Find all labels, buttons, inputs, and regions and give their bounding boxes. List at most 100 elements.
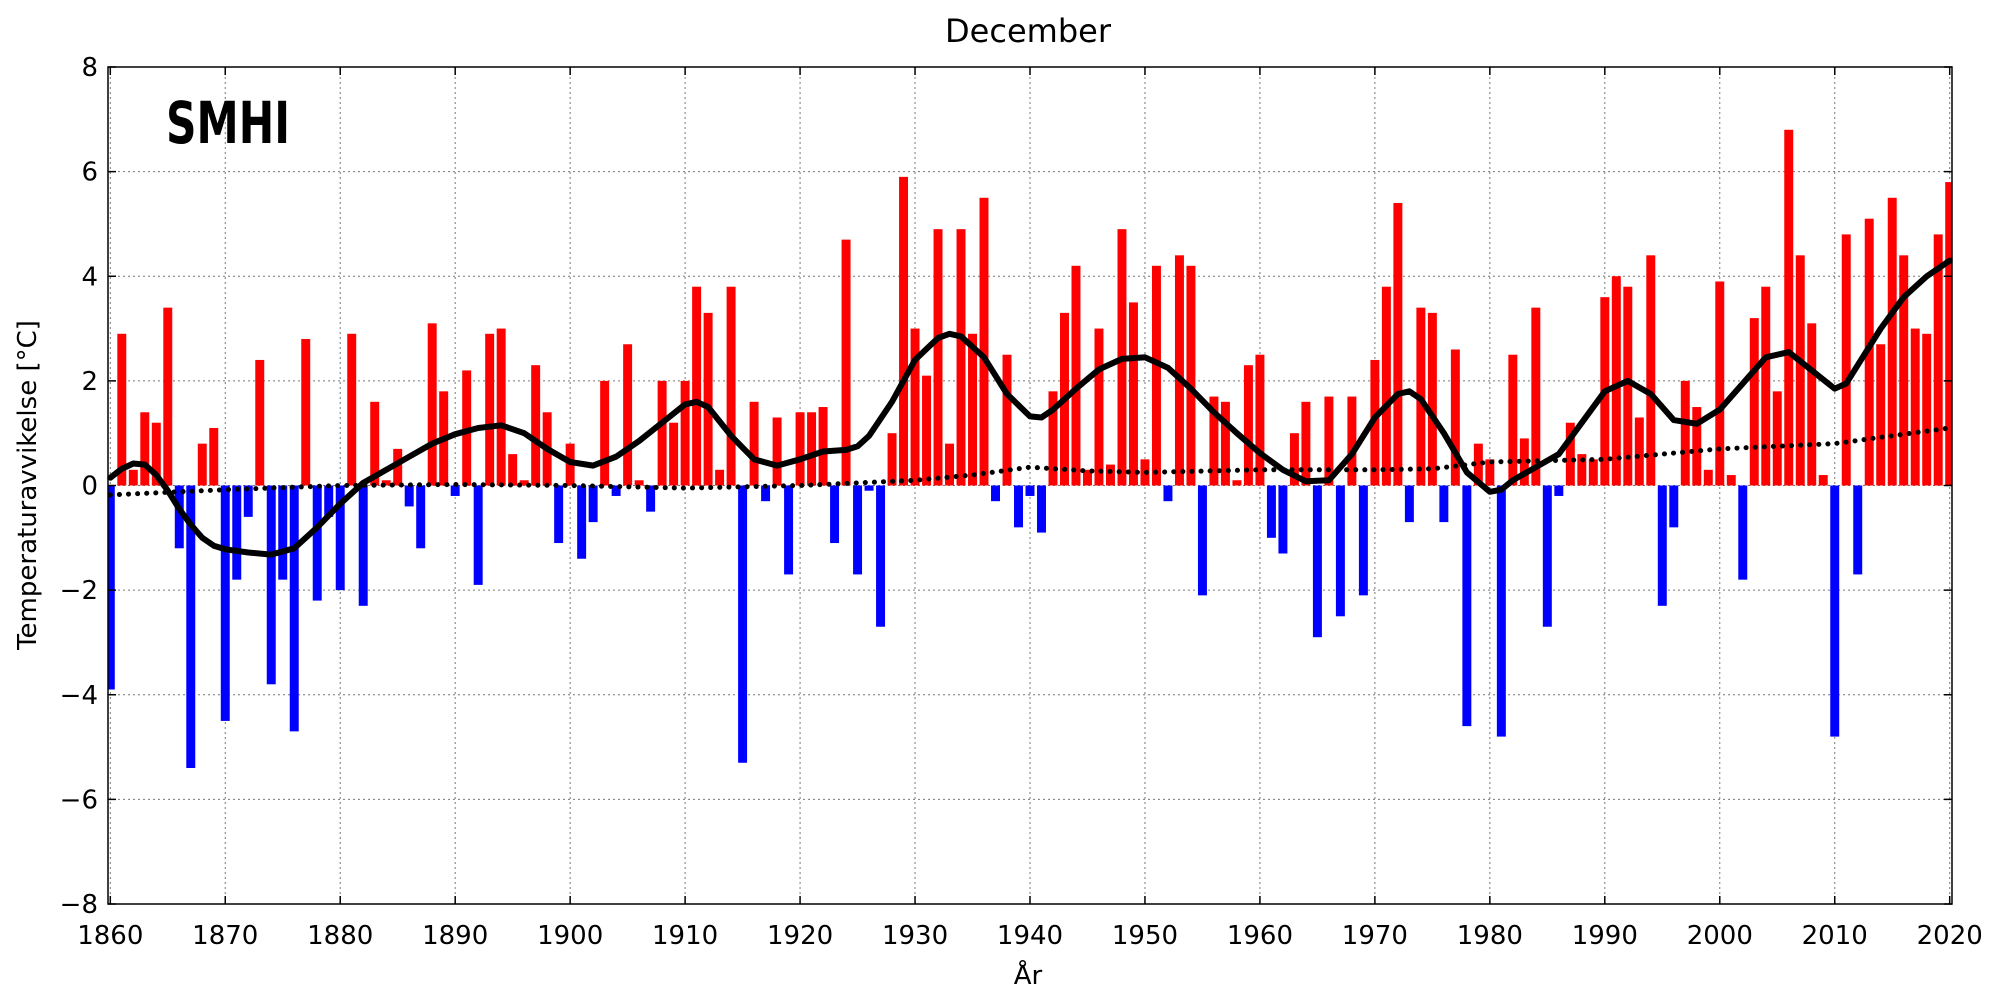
bars [108,129,1952,768]
x-tick-label: 1940 [997,921,1063,951]
bar-1907 [646,485,656,512]
bar-1931 [922,375,932,486]
x-tick-label: 1980 [1457,921,1523,951]
x-tick-label: 1990 [1572,921,1638,951]
bar-1946 [1094,328,1104,486]
bar-1880 [335,485,345,591]
x-tick-label: 1970 [1342,921,1408,951]
bar-1988 [1577,454,1587,486]
bar-1934 [956,229,966,486]
bar-1882 [358,485,368,606]
x-tick-label: 1870 [192,921,258,951]
bar-1973 [1404,485,1414,523]
bar-1888 [427,323,437,486]
bar-1924 [841,239,851,486]
bar-1916 [749,401,759,486]
ticks: 1860 1870 1880 1890 1900 1910 1920 1930 1940 1950… [60,53,1983,951]
bar-1942 [1048,391,1058,486]
y-tick-label: 8 [81,53,98,83]
bar-1928 [887,433,897,486]
bar-1914 [726,286,736,486]
bar-1963 [1289,433,1299,486]
bar-1993 [1634,417,1644,486]
bar-1863 [140,412,150,486]
bar-1994 [1646,255,1656,486]
bar-1905 [623,344,633,486]
bar-1940 [1025,485,1035,496]
y-tick-label: 6 [81,158,98,188]
smoothed-line [107,257,1953,558]
bar-1883 [370,401,380,486]
bar-2011 [1841,234,1851,486]
bar-1955 [1197,485,1207,596]
bar-1960 [1255,354,1265,486]
x-tick-label: 2020 [1917,921,1983,951]
bar-2016 [1899,255,1909,486]
bar-2006 [1784,129,1794,486]
bar-1885 [393,448,403,486]
bar-1954 [1186,265,1196,486]
bar-1978 [1462,485,1472,727]
bar-2019 [1933,234,1943,486]
bar-1953 [1174,255,1184,486]
x-tick-label: 1890 [422,921,488,951]
bar-1897 [531,365,541,486]
bar-1958 [1232,480,1242,486]
x-tick-label: 1880 [307,921,373,951]
x-tick-label: 2000 [1687,921,1753,951]
bar-1862 [128,469,138,486]
bar-2009 [1818,475,1828,486]
bar-1969 [1358,485,1368,596]
bar-1941 [1037,485,1046,533]
x-tick-label: 1930 [882,921,948,951]
bar-1867 [186,485,196,768]
bar-1949 [1128,302,1138,486]
smhi-logo: SMHI [166,89,290,157]
bar-2000 [1715,281,1725,486]
bar-1876 [289,485,299,732]
bar-1866 [174,485,184,549]
bar-2015 [1887,197,1897,486]
x-tick-label: 1910 [652,921,718,951]
bar-1886 [404,485,414,507]
bar-1901 [577,485,587,559]
bar-1920 [795,412,805,486]
bar-1995 [1657,485,1667,606]
bar-1936 [979,197,989,486]
bar-1945 [1082,469,1092,486]
bar-1979 [1473,443,1483,486]
bar-1873 [255,359,265,486]
bar-1938 [1002,354,1012,486]
bar-1982 [1508,354,1518,486]
y-tick-label: −2 [60,576,98,606]
bar-1890 [450,485,460,496]
bar-1906 [634,480,644,486]
bar-1998 [1692,407,1702,486]
bar-1892 [473,485,483,585]
bar-1861 [117,333,127,486]
bar-1872 [243,485,253,517]
bar-1881 [347,333,357,486]
bar-1977 [1450,349,1460,486]
bar-1933 [945,443,955,486]
bar-1947 [1105,464,1115,486]
bar-2002 [1738,485,1748,580]
bar-1865 [163,307,173,486]
x-tick-label: 1950 [1112,921,1178,951]
bar-1917 [761,485,771,502]
bar-1968 [1347,396,1357,486]
bar-1967 [1335,485,1345,617]
x-tick-label: 2010 [1802,921,1868,951]
bar-1879 [324,485,334,517]
bar-2012 [1853,485,1863,575]
x-tick-label: 1860 [77,921,143,951]
bar-1923 [830,485,840,544]
bar-1895 [508,454,518,486]
y-axis-label: Temperaturavvikelse [°C] [13,320,43,651]
bar-1919 [784,485,794,575]
bar-1896 [519,480,529,486]
bar-1877 [301,339,311,486]
x-tick-label: 1960 [1227,921,1293,951]
